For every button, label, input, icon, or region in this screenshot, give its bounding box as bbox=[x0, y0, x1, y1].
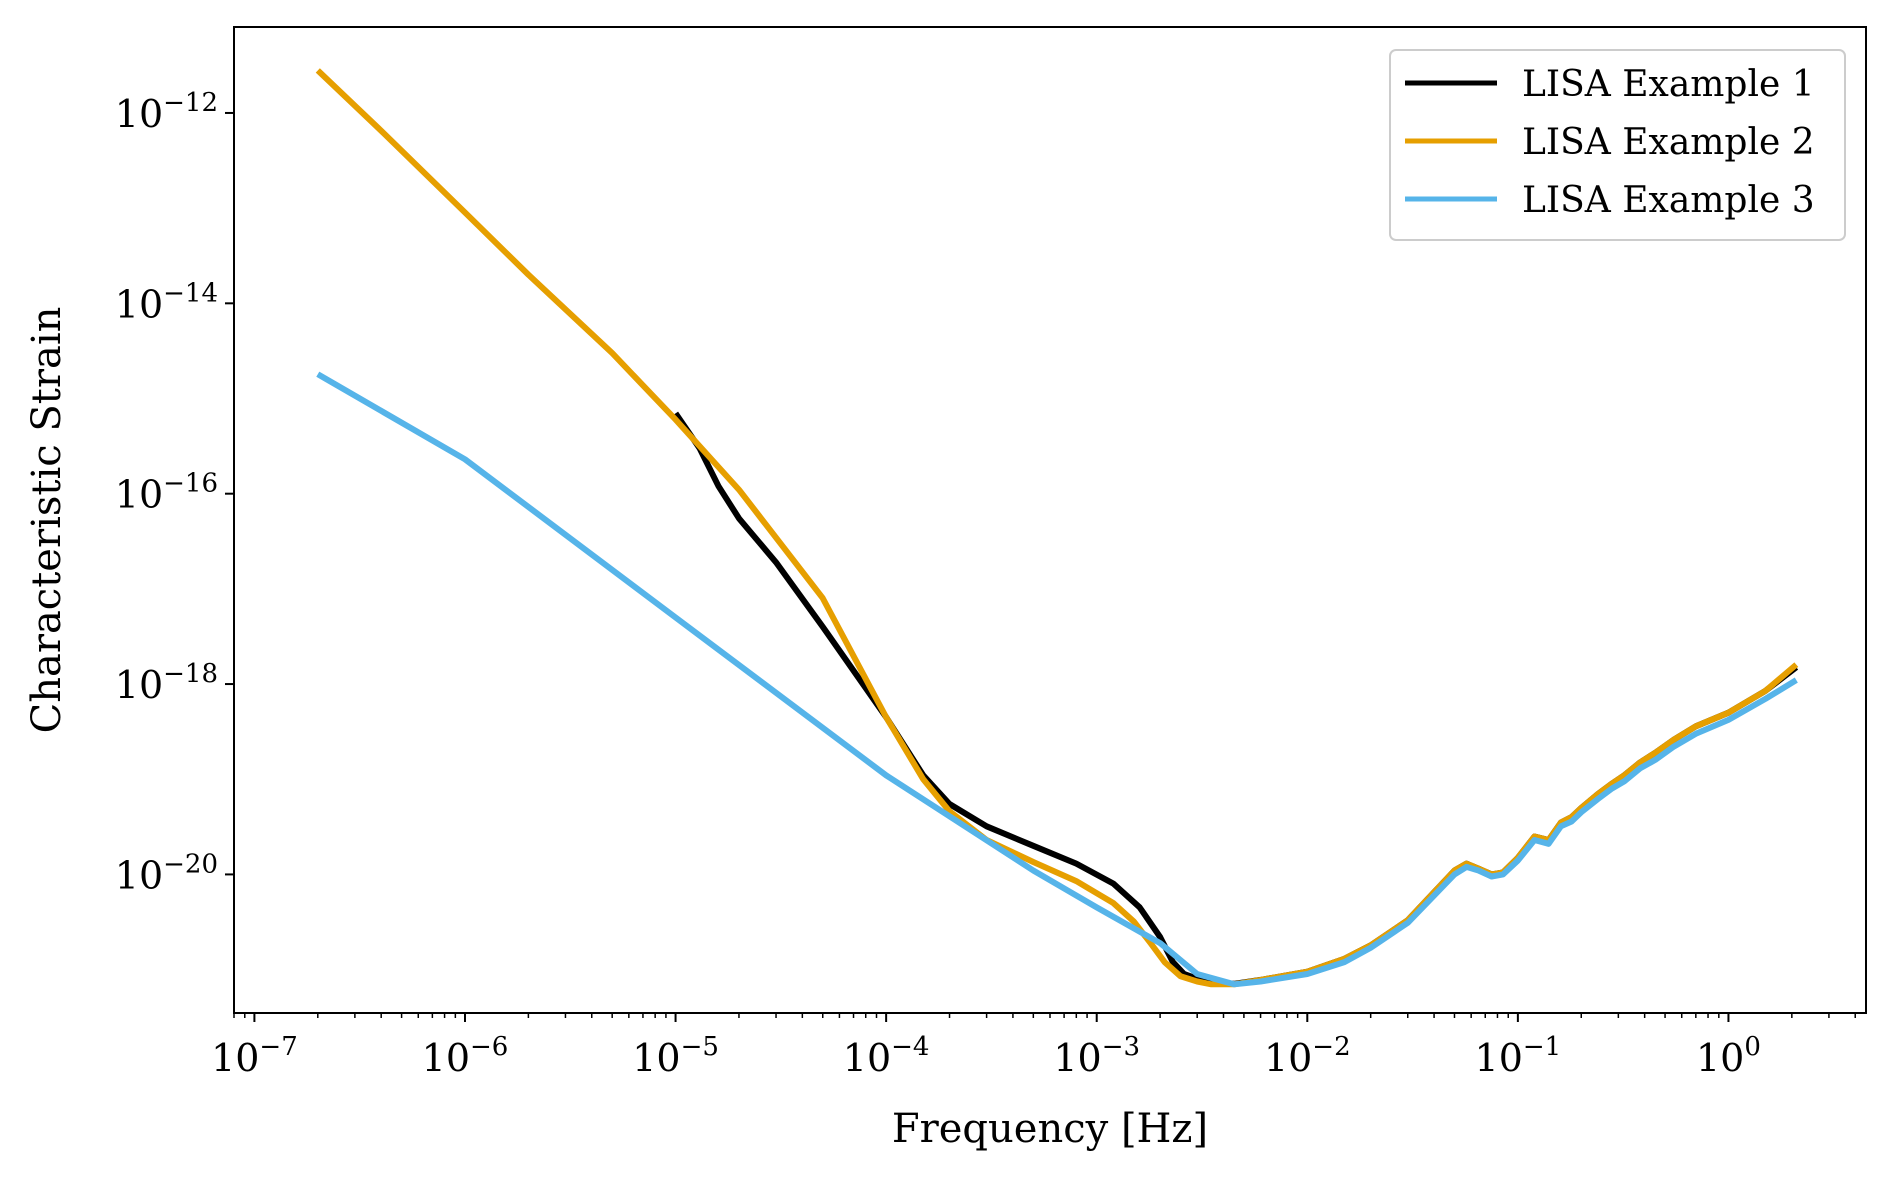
y-tick-label: 10−20 bbox=[115, 849, 218, 897]
x-axis-ticks: 10−7 10−6 10−5 10−4 10−3 10−2 10−1 100 bbox=[211, 1013, 1761, 1080]
y-axis-label: Characteristic Strain bbox=[24, 307, 70, 734]
y-tick-label: 10−18 bbox=[115, 659, 218, 707]
y-tick-label: 10−16 bbox=[115, 469, 218, 517]
legend-box bbox=[1389, 49, 1846, 241]
x-tick-label: 10−7 bbox=[211, 1032, 298, 1080]
x-tick-label: 10−2 bbox=[1264, 1032, 1351, 1080]
legend-label-2: LISA Example 2 bbox=[1522, 122, 1815, 163]
legend-label-3: LISA Example 3 bbox=[1522, 180, 1815, 221]
y-tick-label: 10−12 bbox=[115, 88, 218, 136]
x-tick-label: 100 bbox=[1696, 1032, 1761, 1080]
x-axis-label: Frequency [Hz] bbox=[892, 1106, 1208, 1152]
x-tick-label: 10−5 bbox=[632, 1032, 719, 1080]
y-tick-label: 10−14 bbox=[115, 278, 218, 326]
series-line-3 bbox=[316, 371, 1798, 988]
y-axis-ticks: 10−20 10−18 10−16 10−14 10−12 bbox=[115, 88, 234, 897]
x-tick-label: 10−3 bbox=[1053, 1032, 1140, 1080]
legend-label-1: LISA Example 1 bbox=[1522, 64, 1815, 105]
legend: LISA Example 1 LISA Example 2 LISA Examp… bbox=[1389, 49, 1846, 241]
axes-frame bbox=[233, 26, 1867, 1014]
series-line-1 bbox=[673, 411, 1799, 987]
x-tick-label: 10−1 bbox=[1475, 1032, 1562, 1080]
x-tick-label: 10−6 bbox=[422, 1032, 509, 1080]
series-layer bbox=[315, 68, 1799, 988]
x-tick-label: 10−4 bbox=[843, 1032, 930, 1080]
